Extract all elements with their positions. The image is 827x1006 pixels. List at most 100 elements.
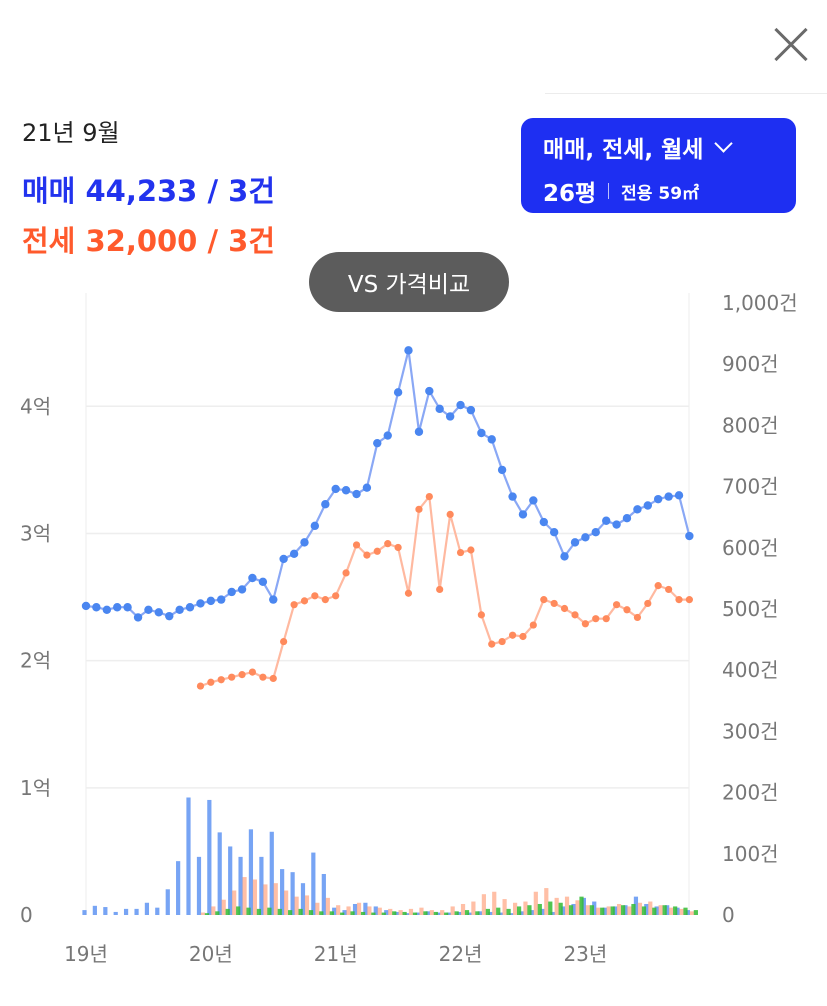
data-point [622, 514, 632, 523]
data-point [602, 615, 610, 623]
volume-bar [544, 888, 549, 915]
series-line [85, 350, 691, 619]
volume-bar [196, 856, 202, 915]
volume-bar [394, 911, 399, 915]
volume-bar [592, 901, 597, 915]
data-point [508, 492, 517, 501]
data-point [435, 404, 444, 414]
volume-bar [367, 906, 372, 915]
volume-bar [596, 907, 601, 915]
volume-bar [498, 912, 503, 915]
data-point [310, 521, 320, 531]
volume-bar [346, 906, 351, 915]
divider [608, 183, 610, 199]
volume-bar [204, 913, 210, 915]
volume-bar [294, 896, 299, 915]
volume-bar [429, 910, 434, 915]
volume-bar [144, 902, 150, 915]
volume-bar [165, 889, 170, 915]
volume-bar [540, 908, 545, 915]
volume-bar [519, 911, 524, 915]
volume-bar [329, 911, 334, 915]
volume-bar [602, 907, 607, 915]
volume-bar [450, 906, 455, 915]
area-label: 전용 59㎡ [621, 183, 700, 204]
volume-bar [485, 908, 490, 915]
data-point [665, 585, 673, 594]
volume-bar [238, 856, 243, 915]
volume-bar [356, 902, 362, 915]
volume-bar [475, 911, 480, 915]
volume-bar [454, 911, 459, 915]
data-point [290, 601, 298, 609]
data-point [425, 492, 433, 501]
data-point [228, 673, 236, 681]
data-point [425, 386, 434, 396]
volume-bar [392, 911, 397, 915]
data-point [519, 632, 527, 641]
volume-bar [644, 903, 649, 915]
volume-bar [373, 906, 378, 915]
volume-bar [325, 897, 330, 915]
y-right-tick-label: 600건 [722, 536, 779, 560]
data-point [352, 489, 361, 499]
trade-type-filter-button[interactable]: 매매, 전세, 월세 26평 전용 59㎡ [521, 118, 796, 213]
volume-bar [134, 908, 139, 915]
volume-bar [654, 906, 659, 915]
volume-bar [693, 910, 698, 915]
data-point [445, 412, 455, 421]
volume-bar [568, 905, 574, 915]
volume-bar [673, 906, 678, 915]
y-left-tick-label: 4억 [20, 394, 51, 418]
data-point [477, 428, 486, 438]
data-point [352, 541, 361, 549]
volume-bar [273, 883, 278, 915]
close-button[interactable] [766, 20, 816, 70]
volume-bar [419, 907, 424, 915]
data-point [591, 528, 600, 537]
data-point [466, 405, 476, 415]
data-point [394, 543, 402, 552]
data-point [550, 599, 558, 608]
volume-bar [363, 902, 368, 915]
data-point [92, 603, 101, 612]
volume-bar [631, 903, 636, 915]
volume-bar [600, 907, 605, 915]
volume-bar [381, 912, 386, 915]
data-point [300, 538, 309, 547]
volume-bar [371, 912, 376, 915]
volume-bar [665, 905, 670, 915]
volume-bar [269, 831, 274, 915]
volume-bar [360, 911, 366, 915]
data-point [415, 505, 423, 513]
data-point [113, 603, 122, 612]
filter-types-label: 매매, 전세, 월세 [543, 137, 704, 163]
data-point [363, 551, 371, 559]
volume-bar [662, 905, 667, 915]
data-point [436, 585, 444, 594]
volume-bar [221, 899, 226, 915]
volume-bar [256, 908, 262, 915]
volume-bar [606, 906, 611, 915]
data-point [581, 533, 590, 542]
volume-bar [589, 905, 594, 915]
data-point [404, 589, 413, 597]
volume-bar [423, 911, 428, 915]
data-point [237, 585, 247, 594]
y-right-tick-label: 0 [722, 903, 735, 927]
volume-bar [464, 910, 470, 915]
vs-compare-button[interactable]: VS 가격비교 [309, 252, 509, 312]
volume-bar [633, 896, 639, 915]
y-right-tick-label: 200건 [722, 781, 779, 805]
volume-bar [558, 902, 563, 915]
volume-bar [560, 906, 566, 915]
data-point [269, 595, 278, 604]
volume-bar [415, 912, 420, 915]
volume-bar [533, 891, 538, 915]
volume-bar [277, 908, 282, 915]
volume-bar [571, 903, 576, 915]
divider [545, 93, 827, 94]
data-point [185, 603, 195, 612]
data-point [570, 538, 580, 547]
volume-bar [527, 905, 532, 915]
